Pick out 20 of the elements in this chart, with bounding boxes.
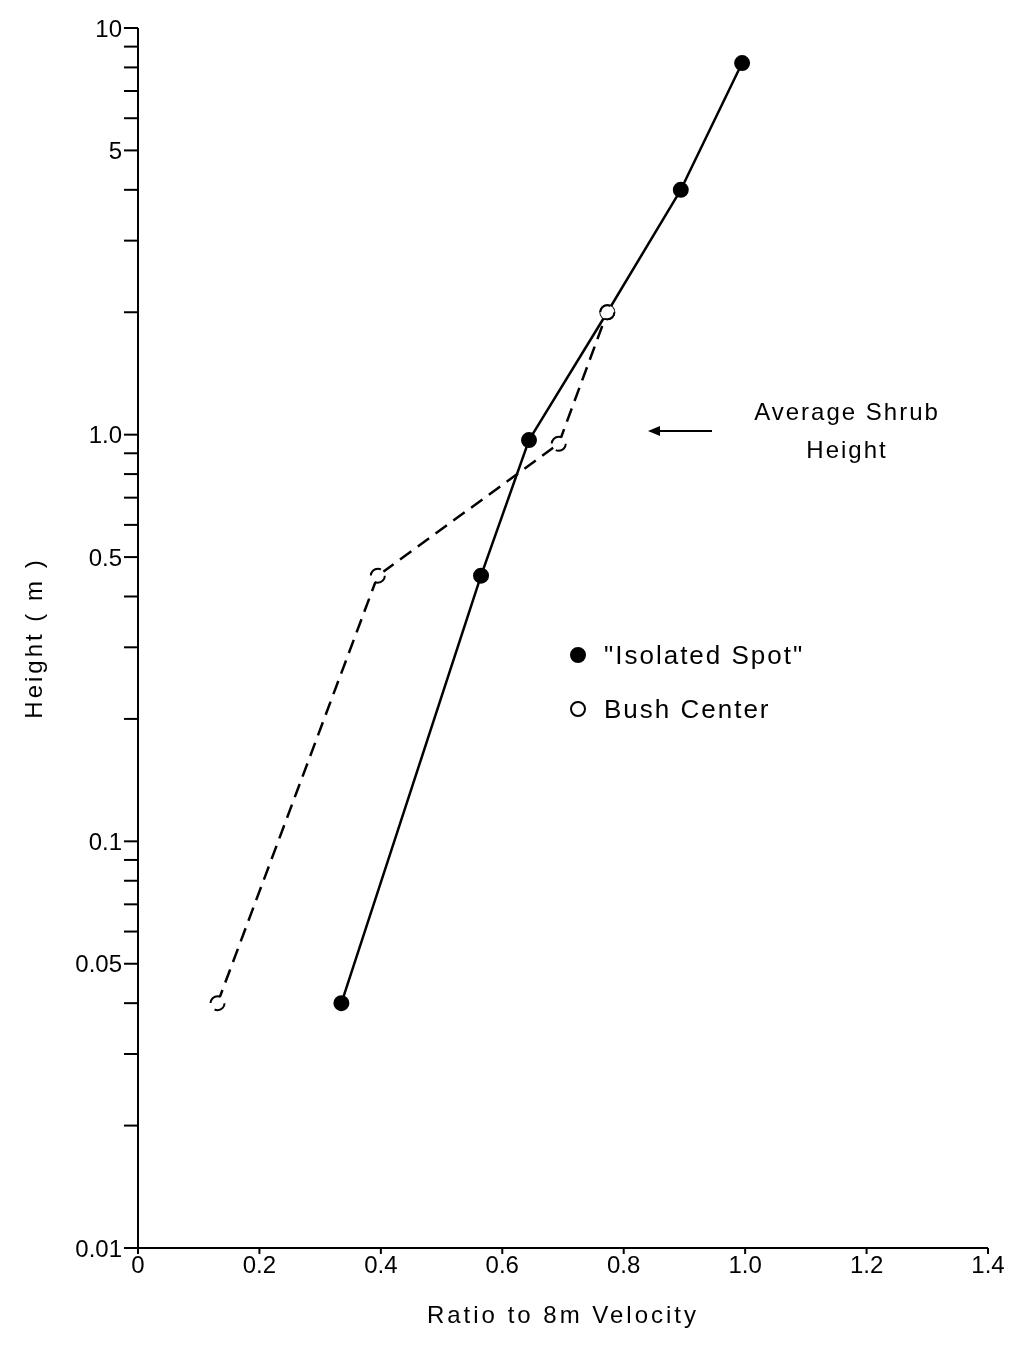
y-tick-label: 0.5	[88, 543, 122, 571]
y-tick-label: 1.0	[88, 421, 122, 449]
annotation: Average Shrub Height	[753, 397, 941, 465]
x-tick-label: 1.2	[849, 1251, 884, 1279]
y-tick-label: 0.05	[75, 950, 122, 978]
legend-label: Bush Center	[604, 693, 771, 725]
x-tick-label: 0.2	[242, 1251, 277, 1279]
y-axis-title: Height ( m )	[19, 557, 47, 719]
y-tick-label: 0.01	[75, 1234, 122, 1262]
x-tick-label: 1.4	[971, 1251, 1005, 1279]
legend-label: "Isolated Spot"	[604, 639, 805, 671]
y-tick-label: 5	[108, 136, 122, 164]
x-tick-label: 1.0	[728, 1251, 762, 1279]
x-tick-label: 0.8	[607, 1251, 641, 1279]
x-tick-label: 0.6	[485, 1251, 519, 1279]
y-tick-label: 10	[95, 14, 122, 42]
x-axis-title: Ratio to 8m Velocity	[426, 1301, 700, 1328]
x-tick-label: 0	[131, 1251, 145, 1279]
x-tick-label: 0.4	[364, 1251, 398, 1279]
y-tick-label: 0.1	[88, 827, 122, 855]
